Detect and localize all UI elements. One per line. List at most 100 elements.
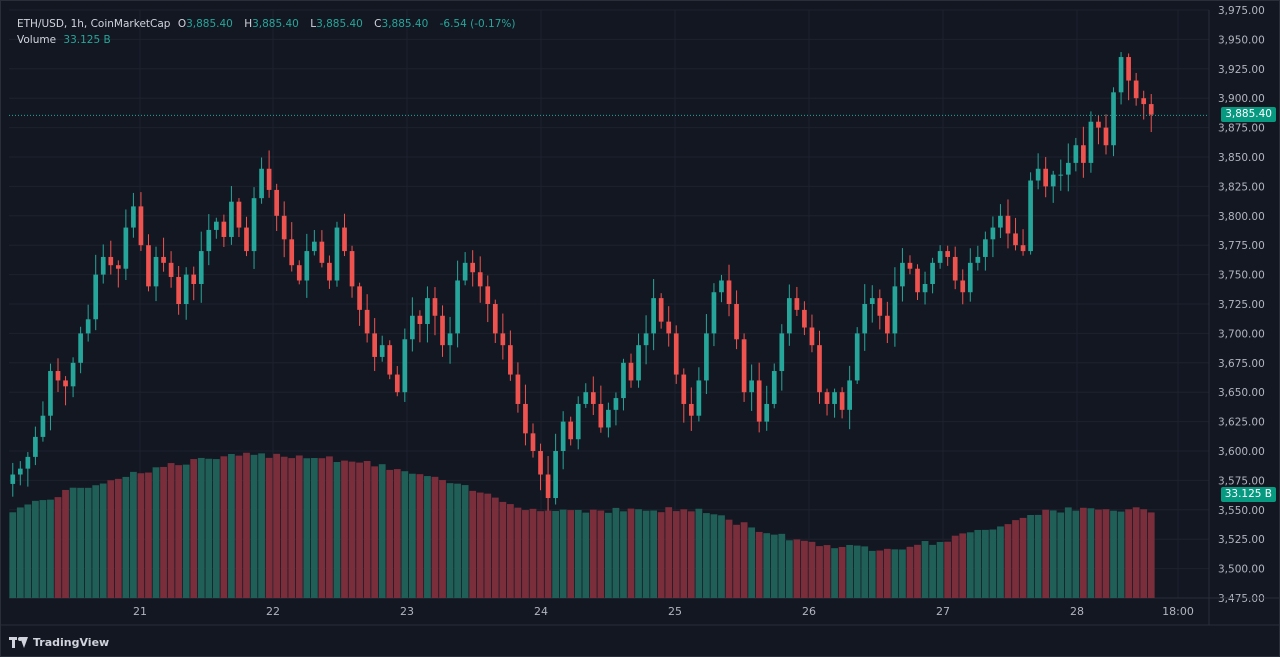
candle-body	[666, 321, 672, 334]
candle-body	[922, 284, 928, 293]
candle-body	[25, 456, 31, 469]
volume-bar	[914, 544, 921, 598]
candle-body	[244, 227, 249, 252]
volume-bar	[838, 546, 846, 598]
candle-body	[85, 319, 91, 334]
volume-bar	[265, 457, 273, 598]
candle-body	[372, 333, 378, 357]
volume-bar	[793, 539, 801, 598]
volume-bar	[604, 512, 612, 598]
candle-body	[63, 380, 68, 387]
volume-bar	[130, 471, 137, 598]
volume-bar	[1102, 509, 1110, 598]
volume-bar	[318, 458, 326, 598]
candle-body	[523, 403, 528, 434]
volume-bar	[1027, 514, 1034, 598]
volume-bar	[718, 515, 725, 598]
candle-body	[952, 256, 958, 281]
volume-bar	[39, 500, 47, 598]
candle-body	[1133, 80, 1139, 99]
volume-bar	[620, 511, 627, 598]
candle-body	[1111, 92, 1116, 146]
candle-body	[1148, 104, 1154, 115]
legend-close-label: C	[374, 18, 382, 30]
candle-body	[455, 280, 460, 334]
y-axis-tick: 3,825.00	[1218, 181, 1265, 193]
y-axis-tick: 3,725.00	[1218, 299, 1265, 311]
legend-high: 3,885.40	[252, 18, 299, 30]
candle-body	[78, 333, 83, 363]
candle-body	[545, 474, 551, 499]
candle-body	[606, 409, 611, 428]
volume-bar	[514, 507, 522, 598]
volume-bar	[1064, 507, 1072, 598]
x-axis-tick: 18:00	[1162, 605, 1194, 618]
candle-body	[251, 198, 257, 252]
volume-bar	[989, 529, 997, 598]
volume-bar	[454, 483, 461, 598]
candle-body	[915, 268, 920, 293]
candle-body	[1126, 57, 1131, 81]
candle-body	[319, 241, 325, 263]
candle-body	[477, 272, 483, 287]
legend-symbol: ETH/USD, 1h, CoinMarketCap	[17, 18, 171, 30]
volume-bar	[1057, 512, 1065, 598]
candle-body	[1118, 57, 1124, 93]
candle-body	[206, 229, 212, 252]
candle-body	[794, 298, 800, 310]
candle-body	[621, 362, 626, 399]
volume-bar	[778, 533, 786, 598]
volume-bar	[1034, 514, 1042, 598]
x-axis-tick: 22	[266, 605, 280, 618]
candle-body	[274, 189, 279, 216]
volume-bar	[190, 459, 198, 598]
tradingview-logo[interactable]: TradingView	[9, 636, 109, 649]
candle-body	[530, 433, 536, 451]
volume-bar	[672, 511, 680, 598]
volume-bar	[356, 462, 363, 598]
y-axis-tick: 3,950.00	[1218, 34, 1265, 46]
candle-body	[213, 221, 219, 230]
candle-body	[1043, 168, 1049, 187]
candle-body	[560, 421, 566, 451]
volume-bar	[763, 533, 771, 598]
candle-body	[462, 262, 468, 281]
volume-bar	[853, 545, 861, 598]
candle-body	[967, 262, 973, 293]
volume-bar	[710, 514, 718, 598]
candle-body	[590, 392, 596, 404]
candle-body	[869, 298, 875, 304]
candle-body	[1058, 174, 1064, 176]
y-axis-tick: 3,625.00	[1218, 417, 1265, 429]
volume-bar	[145, 472, 152, 598]
candle-body	[1028, 180, 1033, 252]
volume-bar	[1019, 517, 1027, 598]
candle-body	[236, 201, 242, 228]
volume-bar	[469, 490, 477, 598]
candle-body	[538, 451, 543, 475]
volume-bar	[295, 455, 303, 598]
y-axis-tick: 3,875.00	[1218, 123, 1265, 135]
volume-bar	[695, 508, 703, 598]
volume-bar	[1095, 509, 1102, 598]
volume-bar	[559, 509, 567, 598]
candle-body	[108, 256, 114, 266]
candle-body	[658, 298, 664, 322]
candle-body	[198, 251, 204, 285]
y-axis-tick: 3,850.00	[1218, 152, 1265, 164]
volume-bar	[220, 456, 228, 598]
volume-bar	[522, 510, 529, 598]
candle-body	[289, 239, 295, 266]
candle-body	[500, 333, 506, 346]
candle-body	[1020, 245, 1026, 252]
volume-bar	[748, 527, 756, 598]
volume-bar	[424, 476, 431, 598]
candle-body	[55, 371, 61, 381]
volume-bar	[92, 485, 100, 598]
volume-bar	[160, 466, 167, 598]
volume-bar	[243, 452, 250, 598]
candle-body	[983, 239, 988, 257]
volume-bar	[740, 522, 748, 598]
candle-body	[221, 221, 227, 237]
